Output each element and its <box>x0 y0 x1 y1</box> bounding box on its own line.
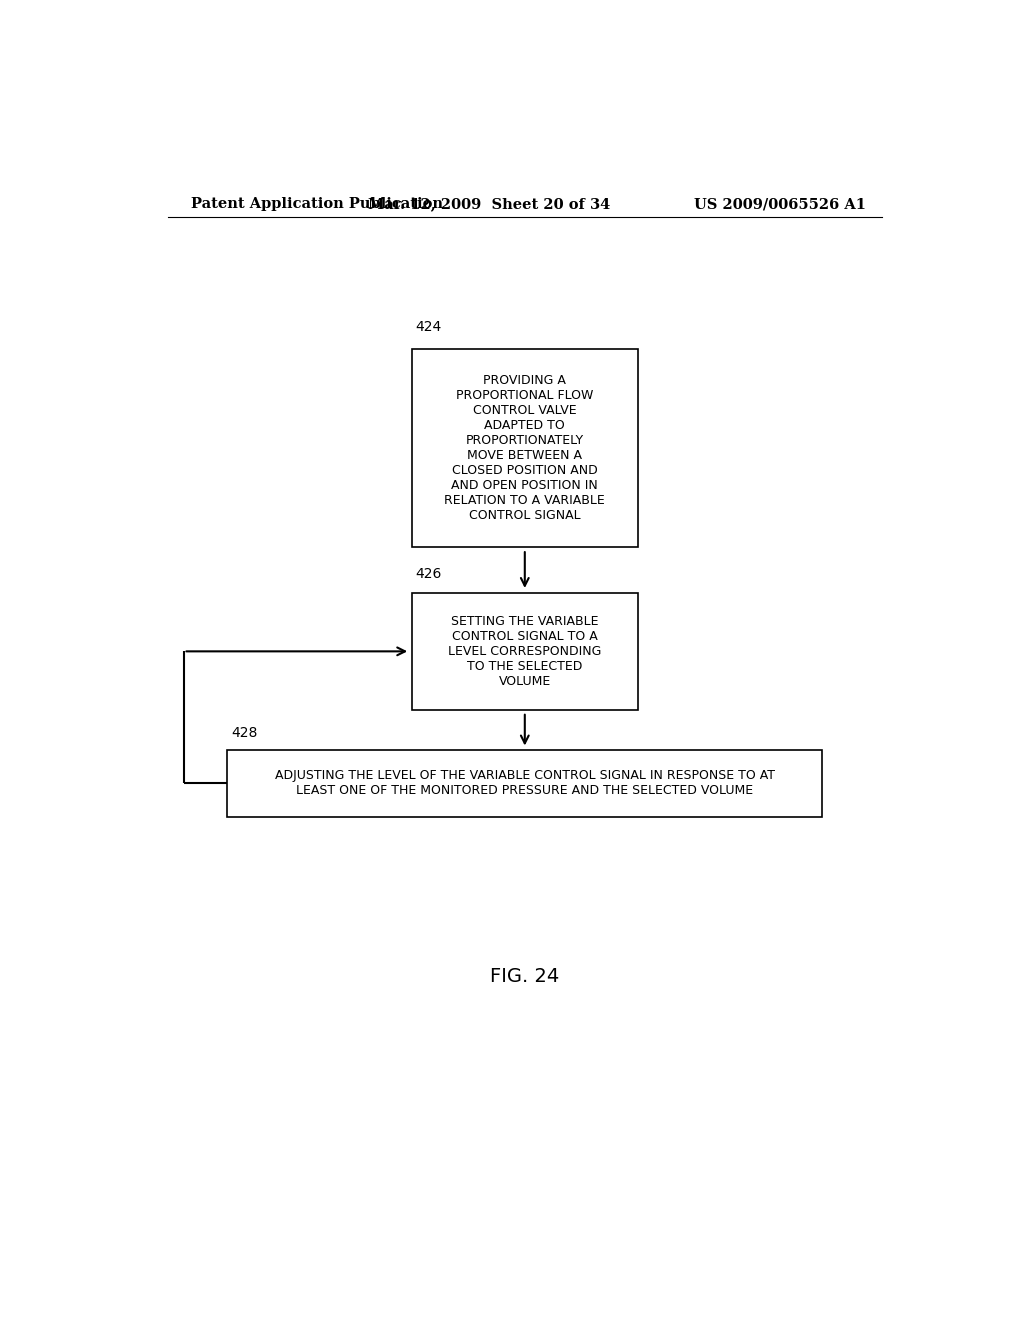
Bar <box>227 751 822 817</box>
Text: Mar. 12, 2009  Sheet 20 of 34: Mar. 12, 2009 Sheet 20 of 34 <box>368 197 610 211</box>
Text: 426: 426 <box>416 566 442 581</box>
Text: Patent Application Publication: Patent Application Publication <box>191 197 443 211</box>
Bar <box>412 593 638 710</box>
Bar <box>412 348 638 548</box>
Text: US 2009/0065526 A1: US 2009/0065526 A1 <box>694 197 866 211</box>
Text: FIG. 24: FIG. 24 <box>490 968 559 986</box>
Text: PROVIDING A
PROPORTIONAL FLOW
CONTROL VALVE
ADAPTED TO
PROPORTIONATELY
MOVE BETW: PROVIDING A PROPORTIONAL FLOW CONTROL VA… <box>444 374 605 523</box>
Text: ADJUSTING THE LEVEL OF THE VARIABLE CONTROL SIGNAL IN RESPONSE TO AT
LEAST ONE O: ADJUSTING THE LEVEL OF THE VARIABLE CONT… <box>274 770 775 797</box>
Text: 424: 424 <box>416 319 442 334</box>
Text: SETTING THE VARIABLE
CONTROL SIGNAL TO A
LEVEL CORRESPONDING
TO THE SELECTED
VOL: SETTING THE VARIABLE CONTROL SIGNAL TO A… <box>449 615 601 688</box>
Text: 428: 428 <box>231 726 258 741</box>
